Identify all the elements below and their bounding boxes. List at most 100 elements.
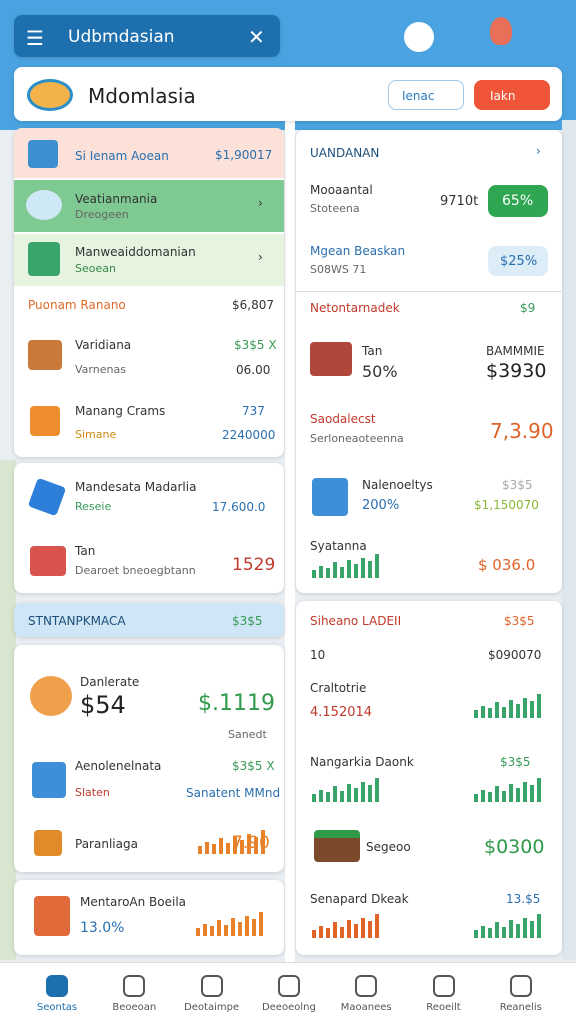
badge: [488, 185, 548, 217]
nav-label[interactable]: Reoeilt: [426, 1002, 461, 1013]
spark-bar: [333, 562, 337, 578]
nav-icon[interactable]: [200, 975, 223, 997]
spark-bar: [245, 916, 249, 936]
spark-bar: [354, 788, 358, 802]
spark-bar: [516, 704, 520, 718]
sparkline: [474, 776, 541, 802]
spark-bar: [495, 922, 499, 938]
row-title: Tan: [75, 544, 96, 558]
map-road: [285, 120, 295, 970]
row-icon: [310, 342, 352, 376]
row-value: 7,3.90: [490, 419, 554, 443]
sparkline: [312, 912, 379, 938]
nav-label[interactable]: Deotaimpe: [184, 1002, 240, 1013]
spark-bar: [254, 837, 258, 854]
row-title: Tan: [362, 344, 383, 358]
row-value: $1,150070: [474, 498, 539, 512]
row-value: 2240000: [222, 428, 276, 442]
nav-icon[interactable]: [123, 975, 146, 997]
row-icon: [314, 830, 360, 862]
action-button[interactable]: [474, 80, 550, 110]
spark-bar: [238, 922, 242, 936]
row-title: Mgean Beaskan: [310, 244, 406, 258]
spark-bar: [247, 834, 251, 854]
spark-bar: [509, 784, 513, 802]
nav-label[interactable]: Deeoeolng: [261, 1002, 316, 1013]
row-value: $54: [80, 691, 126, 719]
row-title: Si Ienam Aoean: [75, 149, 169, 163]
row-title: Varidiana: [75, 338, 132, 352]
row-title: Nangarkia Daonk: [310, 755, 414, 769]
row-title: Mooaantal: [310, 183, 373, 197]
row-title: 10: [310, 648, 326, 662]
nav-label[interactable]: Maoanees: [340, 1002, 392, 1013]
chevron[interactable]: ›: [258, 250, 263, 264]
spark-bar: [259, 912, 263, 936]
spark-bar: [210, 926, 214, 936]
row-value: $3$5: [502, 478, 533, 492]
search-button[interactable]: [388, 80, 464, 110]
spark-bar: [333, 922, 337, 938]
nav-icon[interactable]: [355, 975, 378, 997]
nav-label[interactable]: Beoeoan: [112, 1002, 157, 1013]
menu-icon[interactable]: ☰: [26, 26, 44, 50]
nav-label[interactable]: Seontas: [36, 1002, 78, 1013]
spark-bar: [474, 710, 478, 718]
row-title: Danlerate: [80, 675, 140, 689]
spark-bar: [319, 566, 323, 578]
spark-bar: [219, 838, 223, 854]
spark-bar: [502, 927, 506, 938]
spark-bar: [312, 794, 316, 802]
close-icon[interactable]: ✕: [248, 25, 265, 49]
spark-bar: [530, 701, 534, 718]
spark-bar: [481, 926, 485, 938]
spark-bar: [196, 928, 200, 936]
spark-bar: [474, 930, 478, 938]
spark-bar: [217, 920, 221, 936]
row-value: $090070: [488, 648, 542, 662]
chevron[interactable]: ›: [536, 144, 541, 158]
nav-label[interactable]: Reanelis: [499, 1002, 542, 1013]
badge-label: $25%: [500, 254, 538, 269]
row-icon: [312, 478, 348, 516]
spark-bar: [509, 920, 513, 938]
spark-bar: [240, 840, 244, 854]
spark-bar: [212, 844, 216, 854]
spark-bar: [361, 918, 365, 938]
row-subtitle: Slaten: [75, 786, 110, 799]
spark-bar: [495, 702, 499, 718]
row-subtitle: 50%: [362, 362, 398, 381]
avatar: [27, 79, 73, 111]
row-value: 06.00: [236, 363, 271, 377]
nav-icon[interactable]: [46, 975, 68, 997]
nav-icon[interactable]: [277, 975, 300, 997]
row-subtitle: Serloneaoteenna: [310, 432, 404, 445]
row-value: 9710t: [440, 194, 479, 209]
row-title: Puonam Ranano: [28, 298, 126, 312]
spark-bar: [523, 918, 527, 938]
nav-icon[interactable]: [432, 975, 455, 997]
spark-bar: [354, 564, 358, 578]
row-title: Manang Crams: [75, 404, 166, 418]
profile-icon[interactable]: [404, 22, 434, 52]
spark-bar: [340, 927, 344, 938]
row-value: 13.$5: [506, 892, 541, 906]
spark-bar: [375, 778, 379, 802]
header-title: Mdomlasia: [88, 84, 196, 108]
row-icon: [28, 242, 60, 276]
chevron[interactable]: ›: [258, 196, 263, 210]
spark-bar: [523, 782, 527, 802]
row-value: 737: [242, 404, 265, 418]
spark-bar: [488, 928, 492, 938]
spark-bar: [375, 554, 379, 578]
row-value: $3$5 X: [234, 338, 277, 352]
row-label: BAMMMIE: [486, 344, 545, 358]
spark-bar: [502, 707, 506, 718]
sparkline: [474, 912, 541, 938]
badge-label: 65%: [502, 193, 534, 209]
nav-icon[interactable]: [509, 975, 532, 997]
row-value: 7.90: [232, 833, 270, 853]
spark-bar: [224, 925, 228, 936]
spark-bar: [205, 842, 209, 854]
